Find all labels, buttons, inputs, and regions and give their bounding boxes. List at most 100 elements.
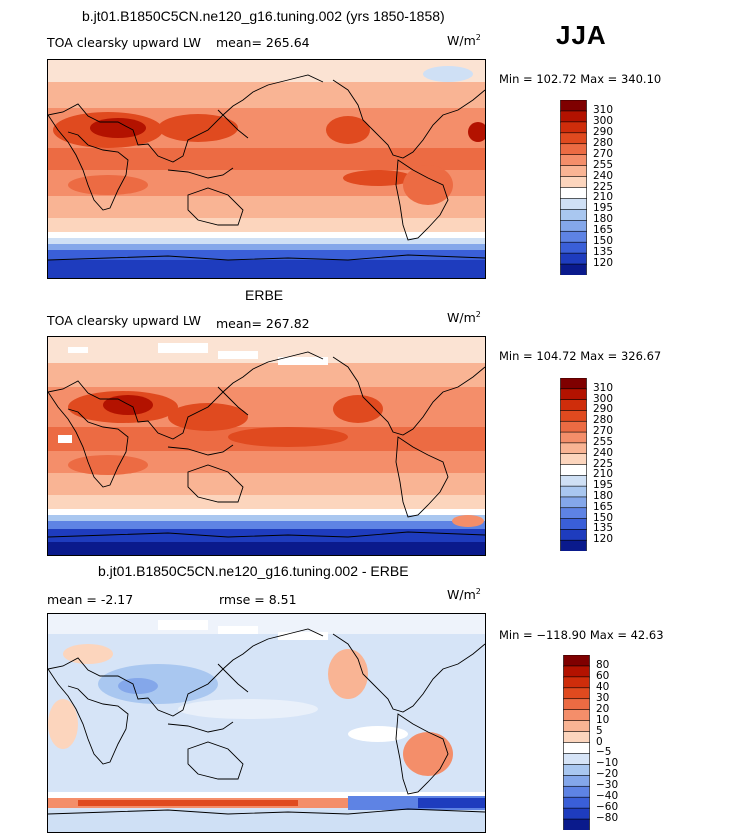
colorbar-bin [560,252,587,265]
colorbar-tick-label: 40 [596,680,610,693]
colorbar-bin [560,518,587,530]
colorbar-tick-label: 310 [593,381,614,394]
colorbar-tick-label: 150 [593,511,614,524]
panel-2-variable: TOA clearsky upward LW [47,313,202,328]
colorbar-tick-label: −5 [596,746,612,759]
colorbar-bin [560,496,587,509]
colorbar-tick-label: 290 [593,403,614,416]
colorbar-bin [560,453,587,466]
colorbar-bin [560,132,587,145]
colorbar-tick-label: 120 [593,257,614,270]
colorbar-tick-label: 180 [593,213,614,226]
panel-3-map [47,613,486,833]
panel-3-minmax: Min = −118.90 Max = 42.63 [499,628,664,642]
colorbar-tick-label: 255 [593,435,614,448]
colorbar-tick-label: 150 [593,235,614,248]
colorbar-bin [560,100,587,112]
colorbar-bin [563,687,590,700]
colorbar-tick-label: 270 [593,147,614,160]
colorbar-tick-label: 135 [593,246,614,259]
colorbar-tick-label: 270 [593,425,614,438]
panel-2-minmax: Min = 104.72 Max = 326.67 [499,349,662,363]
colorbar-tick-label: 0 [596,735,603,748]
panel-1-minmax: Min = 102.72 Max = 340.10 [499,72,662,86]
colorbar-bin [560,121,587,134]
colorbar-tick-label: −20 [596,768,619,781]
colorbar-tick-label: 180 [593,489,614,502]
colorbar-bin [563,742,590,755]
colorbar-tick-label: 280 [593,136,614,149]
colorbar-bin [560,388,587,401]
panel-1-colorbar [560,100,587,275]
colorbar-tick-label: 135 [593,522,614,535]
colorbar-bin [563,796,590,809]
panel-2-colorbar [560,378,587,551]
colorbar-tick-label: 240 [593,446,614,459]
colorbar-bin [563,753,590,765]
colorbar-bin [560,442,587,455]
panel-1-map [47,59,486,279]
colorbar-tick-label: 195 [593,479,614,492]
colorbar-tick-label: 10 [596,713,610,726]
panel-3-mean: mean = -2.17 [47,592,134,607]
colorbar-tick-label: −80 [596,812,619,825]
colorbar-bin [560,143,587,156]
colorbar-bin [563,665,590,678]
colorbar-bin [560,431,587,444]
colorbar-bin [560,420,587,433]
colorbar-tick-label: 225 [593,457,614,470]
panel-3-rmse: rmse = 8.51 [219,592,297,607]
colorbar-bin [560,209,587,221]
colorbar-tick-label: 120 [593,533,614,546]
colorbar-bin [563,698,590,711]
panel-2-map [47,336,486,556]
colorbar-bin [560,187,587,200]
colorbar-bin [560,220,587,232]
colorbar-bin [560,378,587,390]
colorbar-bin [563,731,590,744]
colorbar-tick-label: 290 [593,125,614,138]
colorbar-bin [560,539,587,551]
colorbar-bin [560,176,587,189]
colorbar-tick-label: −40 [596,790,619,803]
colorbar-tick-label: −60 [596,801,619,814]
colorbar-bin [560,485,587,498]
colorbar-tick-label: 210 [593,468,614,481]
colorbar-tick-label: 80 [596,658,610,671]
panel-1-variable: TOA clearsky upward LW [47,35,202,50]
colorbar-tick-label: 310 [593,103,614,116]
colorbar-tick-label: 240 [593,169,614,182]
panel-1-mean: mean= 265.64 [216,35,310,50]
colorbar-tick-label: 210 [593,191,614,204]
colorbar-tick-label: 255 [593,158,614,171]
panel-3-colorbar [563,655,590,830]
panel-3-units: W/m2 [447,587,481,603]
colorbar-bin [560,410,587,422]
colorbar-tick-label: 225 [593,180,614,193]
colorbar-bin [560,165,587,178]
colorbar-bin [563,818,590,830]
panel-1-title: b.jt01.B1850C5CN.ne120_g16.tuning.002 (y… [82,8,445,24]
colorbar-bin [560,399,587,412]
colorbar-bin [563,709,590,722]
colorbar-tick-label: −10 [596,757,619,770]
panel-3-title: b.jt01.B1850C5CN.ne120_g16.tuning.002 - … [98,563,409,579]
colorbar-tick-label: 30 [596,691,610,704]
colorbar-bin [563,676,590,689]
colorbar-bin [563,764,590,776]
colorbar-tick-label: 165 [593,224,614,237]
colorbar-bin [560,464,587,476]
colorbar-bin [563,785,590,798]
colorbar-bin [560,529,587,541]
colorbar-tick-label: 280 [593,414,614,427]
colorbar-bin [560,198,587,210]
colorbar-bin [560,507,587,520]
colorbar-bin [560,241,587,254]
colorbar-bin [560,230,587,243]
colorbar-bin [560,110,587,123]
colorbar-tick-label: 60 [596,669,610,682]
colorbar-bin [563,655,590,667]
colorbar-tick-label: −30 [596,779,619,792]
colorbar-tick-label: 5 [596,724,603,737]
colorbar-bin [563,807,590,820]
